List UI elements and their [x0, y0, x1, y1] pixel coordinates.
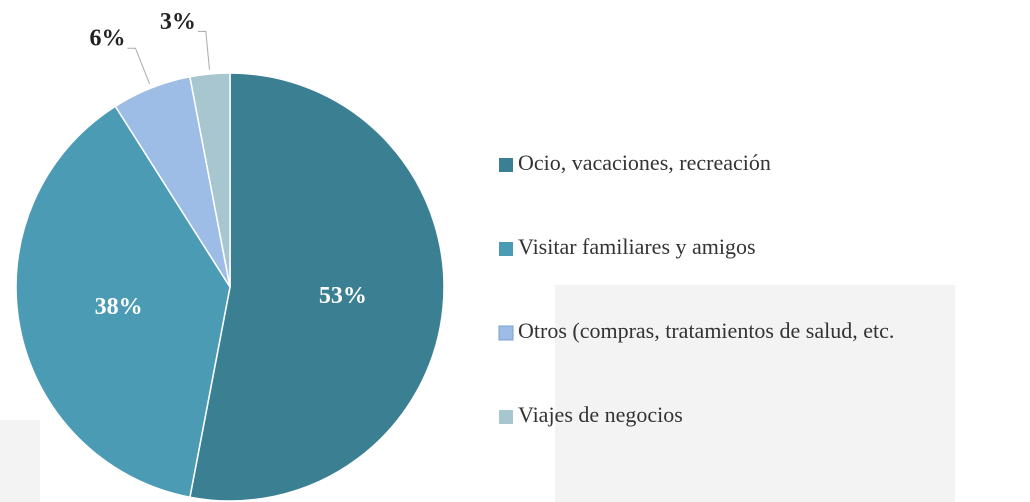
leader-line — [197, 30, 210, 70]
data-label: 6% — [89, 26, 125, 52]
legend-label: Viajes de negocios — [518, 402, 683, 427]
data-label: 53% — [319, 283, 367, 309]
data-label: 3% — [160, 9, 196, 35]
legend-swatch — [499, 158, 513, 172]
legend-label: Ocio, vacaciones, recreación — [518, 150, 771, 175]
watermark — [0, 285, 955, 502]
legend-swatch — [499, 242, 513, 256]
legend-swatch — [498, 325, 514, 341]
pie-slice — [189, 72, 231, 288]
legend-swatch — [499, 410, 513, 424]
legend-label: Visitar familiares y amigos — [518, 234, 756, 259]
legend-label: Otros (compras, tratamientos de salud, e… — [518, 318, 894, 343]
pie-slice — [189, 72, 445, 502]
data-label: 38% — [95, 294, 143, 320]
leader-line — [127, 47, 151, 85]
